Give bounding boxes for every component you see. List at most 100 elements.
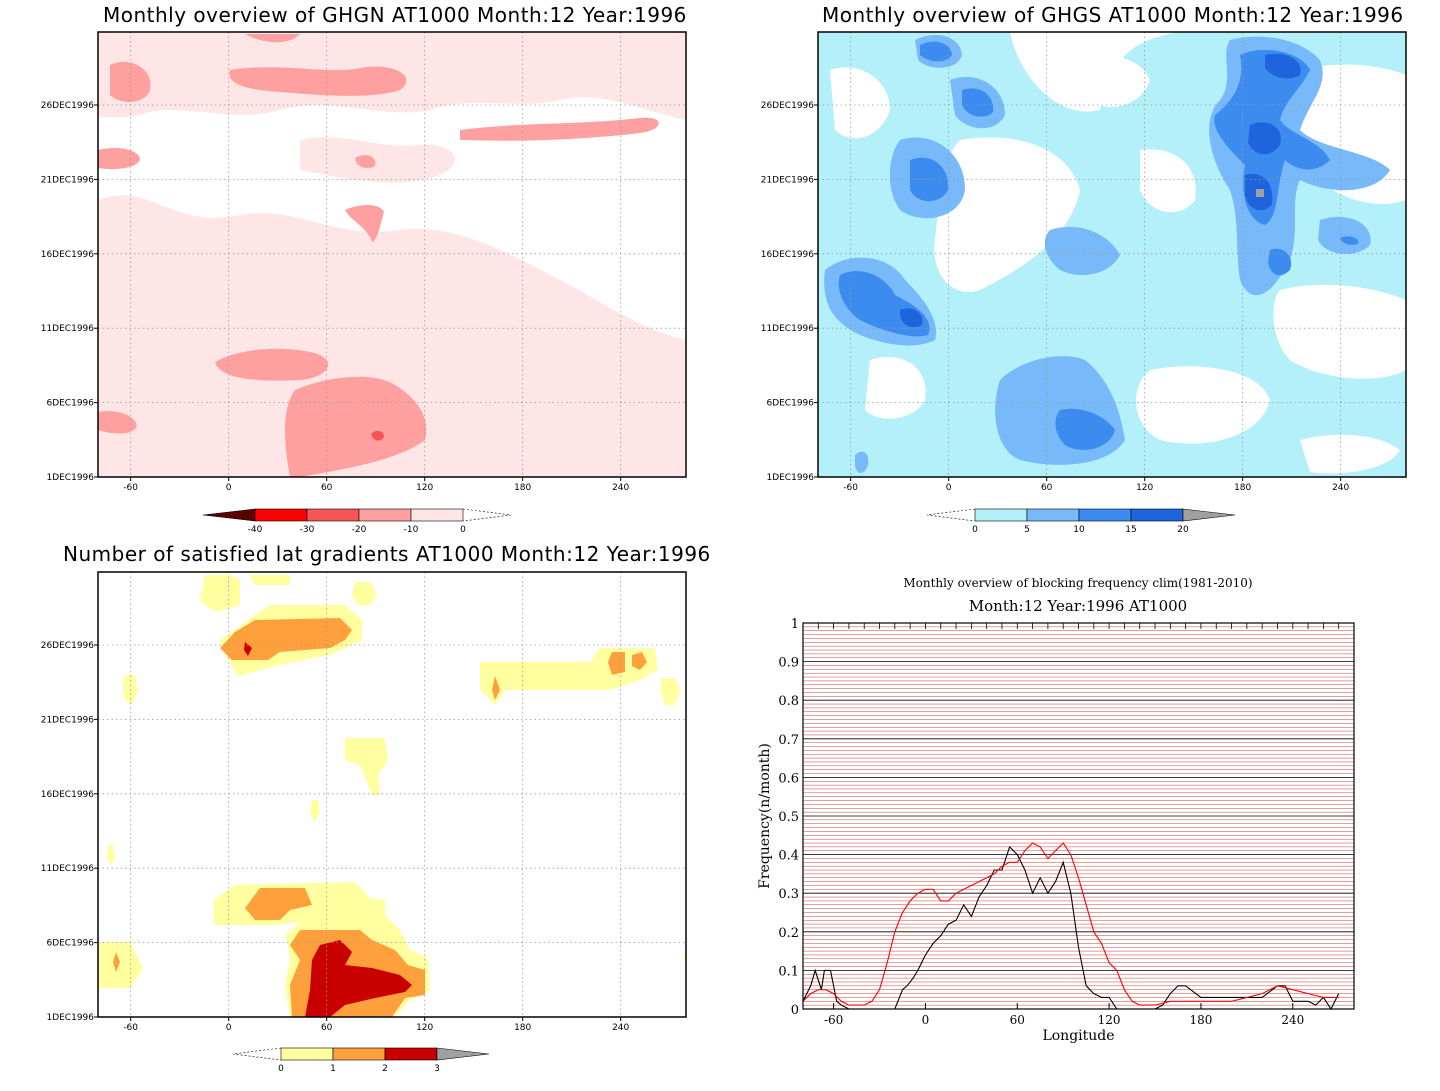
- gradients-map: -60 0 60 120 180 2401DEC19966DEC199611DEC1996…: [41, 571, 687, 1074]
- ghgs-y-tick-label: 16DEC1996: [761, 250, 815, 260]
- gradients-colorbar-label: 1: [330, 1064, 336, 1074]
- ghgs-region-darkest: [1265, 53, 1301, 79]
- ghgs-region-dark: [920, 41, 952, 62]
- ghgn-colorbar-swatch: [358, 508, 412, 522]
- ghgs-region-empty: [865, 356, 926, 419]
- ghgs-region-empty: [830, 67, 890, 139]
- frequency-grid: [803, 622, 1354, 1010]
- ghgs-colorbar-swatch: [1026, 508, 1080, 522]
- ghgs-region-mid: [855, 451, 869, 473]
- ghgn-x-tick-label: 0: [226, 483, 232, 493]
- ghgn-y-tick-label: 16DEC1996: [41, 250, 95, 260]
- ghgn-region-mid: [98, 148, 140, 170]
- ghgn-region-mid: [345, 204, 384, 242]
- ghgs-colorbar-swatch: [1078, 508, 1132, 522]
- frequency-y-tick-label: 0.6: [778, 771, 799, 786]
- gradients-colorbar-swatch: [384, 1047, 438, 1061]
- gradients-x-tick-label: 180: [514, 1023, 531, 1033]
- frequency-axes: 0 0.1 0.2 0.3 0.4 0.5 0.6 0.7 0.8 0.9 1 -60 0 60 120 18…: [757, 617, 1355, 1044]
- gradients-colorbar-label: 2: [382, 1064, 388, 1074]
- ghgs-colorbar-label: 20: [1177, 525, 1189, 535]
- frequency-y-tick-label: 0.5: [778, 810, 799, 825]
- gradient-region-1: [122, 675, 138, 705]
- ghgn-region-mid: [215, 348, 329, 381]
- ghgn-x-tick-label: 240: [612, 483, 629, 493]
- ghgs-colorbar-label: 10: [1073, 525, 1085, 535]
- ghgn-y-tick-label: 26DEC1996: [41, 101, 95, 111]
- gradients-x-tick-label: 0: [226, 1023, 232, 1033]
- ghgs-region-mid: [1318, 216, 1371, 255]
- ghgs-region-max: [1256, 189, 1264, 197]
- ghgs-region-dark: [962, 88, 994, 117]
- gradient-region-1: [98, 942, 143, 988]
- gradients-colorbar-swatch: [332, 1047, 386, 1061]
- ghgn-colorbar-label: -20: [352, 525, 367, 535]
- gradient-region-2: [632, 652, 647, 670]
- gradients-colorbar: 0 1 2 3: [232, 1047, 490, 1074]
- ghgs-region-empty: [1273, 284, 1406, 379]
- gradients-y-tick-label: 11DEC1996: [41, 864, 95, 874]
- frequency-x-tick-label: 180: [1189, 1013, 1212, 1027]
- ghgs-x-tick-label: 0: [946, 483, 952, 493]
- ghgn-region-light: [98, 195, 686, 477]
- ghgs-region-empty: [934, 137, 1080, 292]
- ghgn-region-light: [110, 295, 186, 351]
- gradients-colorbar-label: 0: [278, 1064, 284, 1074]
- ghgs-region-empty: [1140, 149, 1196, 213]
- ghgn-region-mid: [460, 117, 659, 141]
- gradients-x-tick-label: 60: [321, 1023, 333, 1033]
- ghgs-region-dark: [1055, 408, 1115, 450]
- ghgn-colorbar-open-end: [462, 508, 512, 522]
- ghgs-y-tick-label: 11DEC1996: [761, 324, 815, 334]
- ghgn-x-tick-label: 60: [321, 483, 333, 493]
- ghgn-region-mid: [98, 411, 137, 434]
- gradient-region-1: [352, 582, 377, 605]
- frequency-y-tick-label: 0.1: [778, 964, 799, 979]
- ghgn-colorbar-label: -30: [300, 525, 315, 535]
- ghgn-region-light: [300, 137, 455, 183]
- gradients-x-tick-label: -60: [123, 1023, 138, 1033]
- gradients-axes: -60 0 60 120 180 240 1DEC1996 6DEC1996 11DEC1996…: [41, 641, 630, 1033]
- ghgs-region-empty: [1136, 366, 1270, 444]
- ghgn-colorbar-label: 0: [460, 525, 466, 535]
- ghgs-region-darkest: [900, 308, 923, 328]
- gradient-region-2: [113, 952, 120, 972]
- ghgs-x-tick-label: 120: [1136, 483, 1153, 493]
- frequency-chart-title: Monthly overview of blocking frequency c…: [903, 576, 1252, 590]
- gradient-region-2: [220, 618, 352, 660]
- gradient-region-1: [345, 738, 388, 795]
- ghgs-y-tick-label: 21DEC1996: [761, 175, 815, 185]
- ghgs-colorbar-swatch: [974, 508, 1028, 522]
- gradient-region-1: [310, 800, 320, 822]
- frequency-x-tick-label: -60: [824, 1013, 843, 1027]
- gradient-region-1: [107, 845, 115, 866]
- ghgn-colorbar: -40 -30 -20 -10 0: [202, 508, 512, 535]
- ghgs-region-dark: [1340, 236, 1359, 245]
- gradients-colorbar-swatch: [280, 1047, 334, 1061]
- gradient-region-2: [492, 676, 500, 700]
- frequency-y-tick-label: 0.8: [778, 694, 799, 709]
- ghgs-y-tick-label: 6DEC1996: [766, 399, 814, 409]
- gradients-y-tick-label: 1DEC1996: [46, 1013, 94, 1023]
- gradient-region-1: [200, 575, 240, 612]
- gradient-region-3: [244, 642, 252, 656]
- frequency-y-tick-label: 0.7: [778, 733, 799, 748]
- ghgn-region-mid: [245, 34, 300, 43]
- ghgs-colorbar-label: 5: [1024, 525, 1030, 535]
- ghgs-x-tick-label: 180: [1234, 483, 1251, 493]
- ghgn-axes: -60 0 60 120 180 240 1DEC1996 6DEC1996 11DEC1996…: [41, 101, 630, 493]
- ghgs-x-tick-label: 60: [1041, 483, 1053, 493]
- gradients-title: Number of satisfied lat gradients AT1000…: [63, 542, 711, 566]
- ghgs-map: -60 0 60 120 180 240 1DEC1996 6DEC1996 11DEC1996…: [761, 31, 1407, 535]
- frequency-y-tick-label: 0: [791, 1003, 799, 1018]
- ghgs-colorbar-label: 0: [972, 525, 978, 535]
- ghgn-x-tick-label: -60: [123, 483, 138, 493]
- frequency-y-tick-label: 0.4: [778, 849, 799, 864]
- ghgs-y-tick-label: 1DEC1996: [766, 473, 814, 483]
- ghgs-x-tick-label: 240: [1332, 483, 1349, 493]
- ghgs-axes: -60 0 60 120 180 240 1DEC1996 6DEC1996 11DEC1996…: [761, 101, 1350, 493]
- ghgs-title: Monthly overview of GHGS AT1000 Month:12…: [822, 3, 1404, 27]
- frequency-y-tick-label: 0.2: [778, 926, 799, 941]
- frequency-y-tick-label: 1: [791, 617, 799, 632]
